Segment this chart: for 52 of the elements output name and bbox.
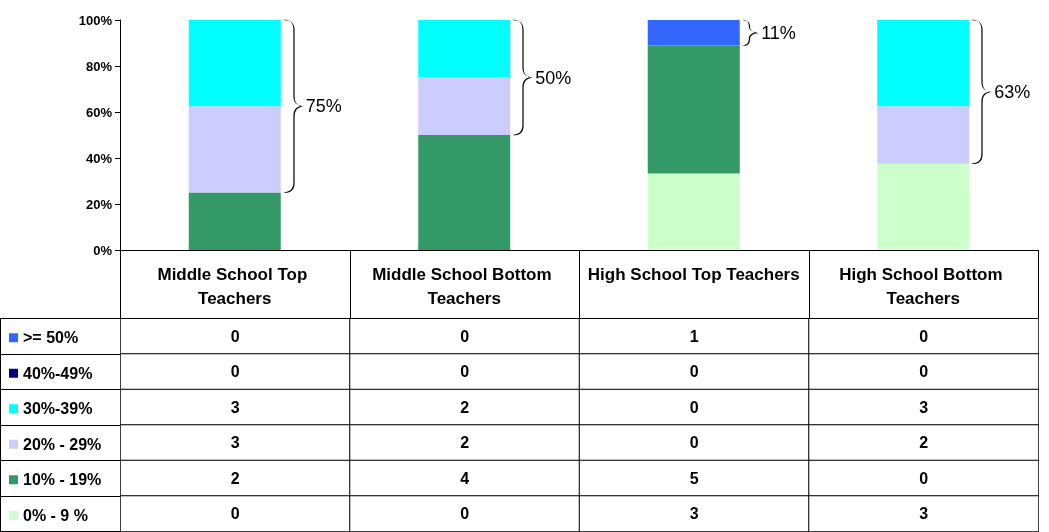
annotation: 50% — [535, 67, 572, 88]
annotation: 75% — [305, 96, 342, 117]
bar — [647, 173, 740, 250]
annotation: 63% — [994, 81, 1031, 102]
data-label: 0 — [919, 363, 929, 381]
bar — [418, 135, 511, 250]
bar — [647, 45, 740, 174]
data-label: 0 — [460, 505, 470, 523]
y-tick-label: 20% — [85, 196, 113, 212]
data-label: 3 — [919, 398, 929, 416]
data-label: 3 — [689, 505, 699, 523]
annotation: 11% — [761, 22, 796, 43]
data-label: 0 — [689, 363, 699, 381]
data-label: 3 — [230, 398, 240, 416]
y-tick-label: 80% — [85, 58, 113, 74]
bar — [877, 163, 970, 250]
x-tick-label: High School Bottom Teachers — [839, 264, 1008, 308]
y-tick-label: 100% — [78, 12, 113, 28]
legend-label: 0% - 9 % — [23, 506, 88, 524]
data-label: 0 — [230, 505, 240, 523]
data-label: 2 — [919, 434, 929, 452]
y-tick-label: 0% — [93, 242, 113, 258]
data-label: 5 — [689, 469, 699, 487]
x-tick-label: Middle School Top Teachers — [157, 264, 313, 308]
data-label: 0 — [919, 327, 929, 345]
data-label: 4 — [460, 469, 470, 487]
data-label: 2 — [230, 469, 240, 487]
data-label: 3 — [230, 434, 240, 452]
bar — [188, 192, 281, 250]
legend-label: 10% - 19% — [23, 471, 102, 489]
data-label: 2 — [460, 434, 470, 452]
y-tick-label: 40% — [85, 150, 113, 166]
legend-label: >= 50% — [23, 329, 79, 347]
bar — [188, 20, 281, 107]
data-label: 0 — [919, 469, 929, 487]
bar — [188, 106, 281, 193]
y-tick-label: 60% — [85, 104, 113, 120]
x-tick-label: High School Top Teachers — [587, 264, 800, 284]
data-label: 0 — [689, 434, 699, 452]
legend-label: 20% - 29% — [23, 435, 102, 453]
data-label: 0 — [460, 327, 470, 345]
bar — [647, 20, 740, 46]
legend-label: 40%-49% — [23, 364, 93, 382]
data-label: 0 — [460, 363, 470, 381]
data-label: 2 — [460, 398, 470, 416]
x-tick-label: Middle School Bottom Teachers — [372, 264, 557, 308]
data-label: 0 — [689, 398, 699, 416]
data-label: 3 — [919, 505, 929, 523]
data-label: 0 — [230, 327, 240, 345]
data-label: 1 — [689, 327, 699, 345]
legend-label: 30%-39% — [23, 400, 93, 418]
data-label: 0 — [230, 363, 240, 381]
